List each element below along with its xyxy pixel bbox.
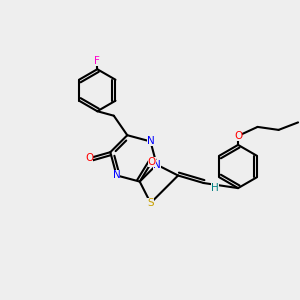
Text: N: N — [147, 136, 154, 146]
Text: O: O — [234, 131, 242, 141]
Text: N: N — [113, 170, 120, 180]
Text: O: O — [148, 157, 156, 167]
Text: N: N — [153, 160, 160, 170]
Text: S: S — [147, 198, 154, 208]
Text: H: H — [211, 183, 219, 194]
Text: O: O — [85, 153, 93, 163]
Text: F: F — [94, 56, 100, 66]
